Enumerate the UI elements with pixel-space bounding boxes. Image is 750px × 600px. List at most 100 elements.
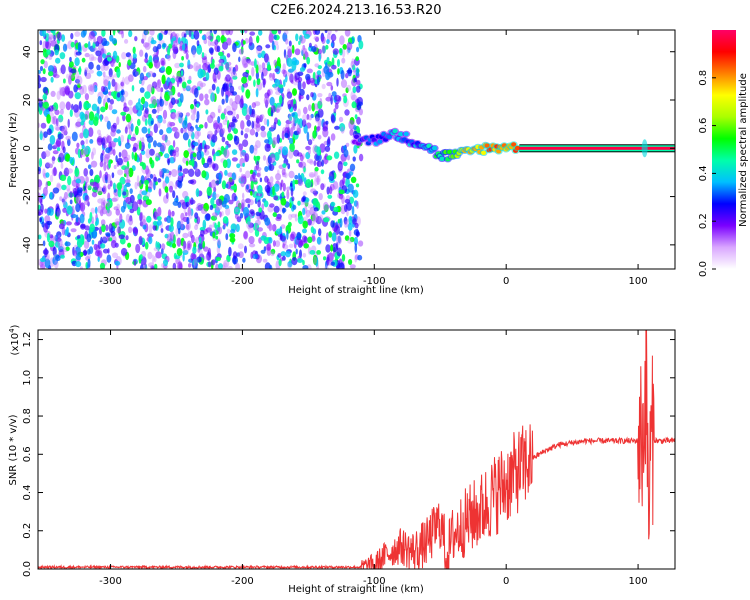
noise-cell <box>333 206 339 213</box>
noise-cell <box>325 44 329 50</box>
noise-cell <box>75 203 81 213</box>
noise-cell <box>139 189 143 198</box>
snr-y-multiplier-exp: 4 <box>8 328 16 333</box>
noise-cell <box>93 116 99 127</box>
noise-cell <box>144 241 149 250</box>
noise-cell <box>123 184 127 192</box>
noise-cell <box>328 92 332 99</box>
noise-cell <box>162 119 167 124</box>
noise-cell <box>193 107 197 116</box>
noise-cell <box>205 72 210 81</box>
noise-cell <box>255 122 261 128</box>
noise-cell <box>62 146 66 154</box>
noise-cell <box>94 206 98 214</box>
noise-cell <box>68 61 74 68</box>
noise-cell <box>170 97 176 105</box>
noise-cell <box>82 84 87 95</box>
noise-cell <box>213 30 218 35</box>
noise-cell <box>356 79 361 86</box>
noise-cell <box>222 83 226 90</box>
noise-cell <box>291 44 295 54</box>
noise-cell <box>278 84 284 89</box>
noise-cell <box>69 109 73 117</box>
noise-cell <box>196 256 202 263</box>
noise-cell <box>46 207 51 216</box>
noise-cell <box>234 208 239 213</box>
noise-cell <box>275 240 281 248</box>
noise-cell <box>48 240 55 248</box>
noise-cell <box>349 264 356 269</box>
noise-cell <box>122 76 125 87</box>
colorbar: 0.0 0.2 0.4 0.6 0.8 Normalized spectral ampl… <box>698 30 749 277</box>
noise-cell <box>74 221 80 226</box>
noise-cell <box>70 228 77 233</box>
noise-cell <box>110 91 115 97</box>
noise-cell <box>65 221 72 226</box>
noise-cell <box>302 207 306 216</box>
noise-cell <box>90 56 97 61</box>
noise-cell <box>84 43 89 48</box>
y-tick-label: 0.8 <box>22 408 33 424</box>
spectrogram-frame <box>37 29 676 270</box>
noise-cell <box>269 203 275 208</box>
noise-cell <box>127 134 132 140</box>
noise-cell <box>205 213 211 221</box>
x-tick-label: -300 <box>99 576 122 587</box>
noise-cell <box>118 30 124 35</box>
noise-cell <box>139 264 144 269</box>
noise-cell <box>231 101 238 111</box>
noise-cell <box>264 184 271 193</box>
noise-cell <box>45 172 50 178</box>
noise-cell <box>267 64 271 71</box>
noise-cell <box>285 38 289 45</box>
noise-cell <box>209 204 214 211</box>
noise-cell <box>296 127 301 135</box>
noise-cell <box>249 31 256 36</box>
noise-cell <box>48 35 55 40</box>
noise-cell <box>330 133 336 141</box>
noise-cell <box>158 168 164 176</box>
noise-cell <box>55 118 59 127</box>
noise-cell <box>278 95 283 105</box>
noise-cell <box>117 169 124 176</box>
noise-cell <box>345 87 349 94</box>
noise-cell <box>144 57 149 64</box>
noise-cell <box>45 161 52 167</box>
noise-cell <box>91 191 98 198</box>
noise-cell <box>56 208 61 218</box>
noise-cell <box>211 259 216 266</box>
noise-cell <box>134 152 138 162</box>
noise-cell <box>67 138 71 147</box>
noise-cell <box>167 158 170 166</box>
colorbar-tick-label: 0.6 <box>698 118 709 134</box>
noise-cell <box>202 219 207 230</box>
noise-cell <box>275 102 282 108</box>
noise-cell <box>105 200 111 207</box>
noise-cell <box>46 232 51 243</box>
noise-cell <box>298 40 301 46</box>
noise-cell <box>110 130 116 137</box>
noise-cell <box>180 218 184 229</box>
noise-cell <box>141 136 145 146</box>
noise-cell <box>161 243 166 251</box>
noise-cell <box>101 30 106 37</box>
noise-cell <box>127 242 132 248</box>
noise-cell <box>330 201 336 207</box>
noise-cell <box>207 249 210 260</box>
noise-cell <box>88 119 95 126</box>
noise-cell <box>207 115 214 124</box>
noise-cell <box>263 53 269 63</box>
noise-cell <box>79 202 86 212</box>
signal-cell <box>377 139 383 144</box>
noise-cell <box>345 172 352 179</box>
noise-cell <box>88 111 95 121</box>
noise-cell <box>139 211 144 221</box>
noise-cell <box>61 198 65 203</box>
noise-cell <box>45 181 49 189</box>
noise-cell <box>116 116 120 126</box>
signal-trace <box>350 127 675 163</box>
noise-cell <box>297 200 301 206</box>
noise-cell <box>316 153 322 162</box>
noise-cell <box>106 254 112 263</box>
noise-cell <box>126 166 130 174</box>
